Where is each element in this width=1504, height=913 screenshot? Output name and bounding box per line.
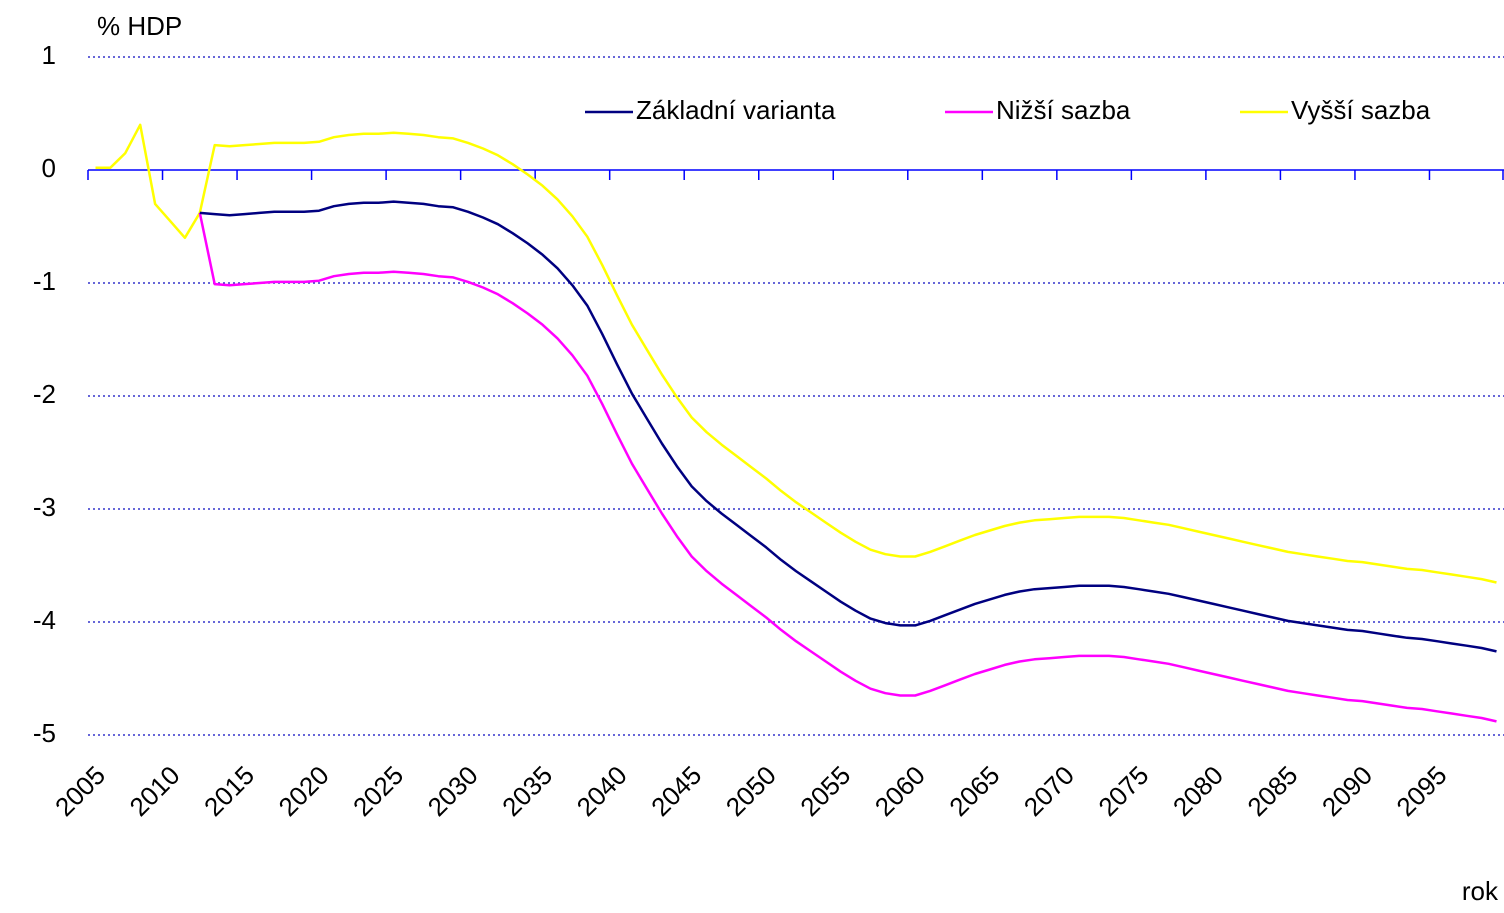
y-tick-label: 0 — [42, 153, 56, 183]
x-tick-label: 2070 — [1018, 760, 1080, 822]
y-tick-label: -4 — [33, 605, 56, 635]
legend-label: Základní varianta — [636, 95, 836, 125]
x-axis-label: rok — [1462, 876, 1499, 906]
x-tick-label: 2030 — [422, 760, 484, 822]
x-tick-label: 2095 — [1390, 760, 1452, 822]
x-tick-label: 2090 — [1316, 760, 1378, 822]
x-tick-label: 2020 — [273, 760, 335, 822]
y-tick-label: -3 — [33, 492, 56, 522]
x-tick-label: 2015 — [198, 760, 260, 822]
y-tick-label: -1 — [33, 266, 56, 296]
series-line — [95, 123, 1497, 584]
x-tick-label: 2080 — [1167, 760, 1229, 822]
y-tick-label: -2 — [33, 379, 56, 409]
y-axis-label: % HDP — [97, 11, 182, 41]
series-line — [198, 212, 1497, 723]
x-tick-label: 2025 — [347, 760, 409, 822]
x-tick-label: 2050 — [720, 760, 782, 822]
legend-label: Nižší sazba — [996, 95, 1131, 125]
x-tick-label: 2045 — [645, 760, 707, 822]
x-tick-label: 2065 — [943, 760, 1005, 822]
x-tick-label: 2060 — [869, 760, 931, 822]
x-tick-label: 2055 — [794, 760, 856, 822]
legend-label: Vyšší sazba — [1291, 95, 1431, 125]
y-tick-label: -5 — [33, 718, 56, 748]
x-tick-label: 2005 — [49, 760, 111, 822]
x-tick-label: 2040 — [571, 760, 633, 822]
x-tick-label: 2035 — [496, 760, 558, 822]
x-tick-label: 2010 — [124, 760, 186, 822]
x-tick-label: 2085 — [1241, 760, 1303, 822]
x-tick-label: 2075 — [1092, 760, 1154, 822]
y-tick-label: 1 — [42, 40, 56, 70]
series-line — [199, 200, 1497, 653]
